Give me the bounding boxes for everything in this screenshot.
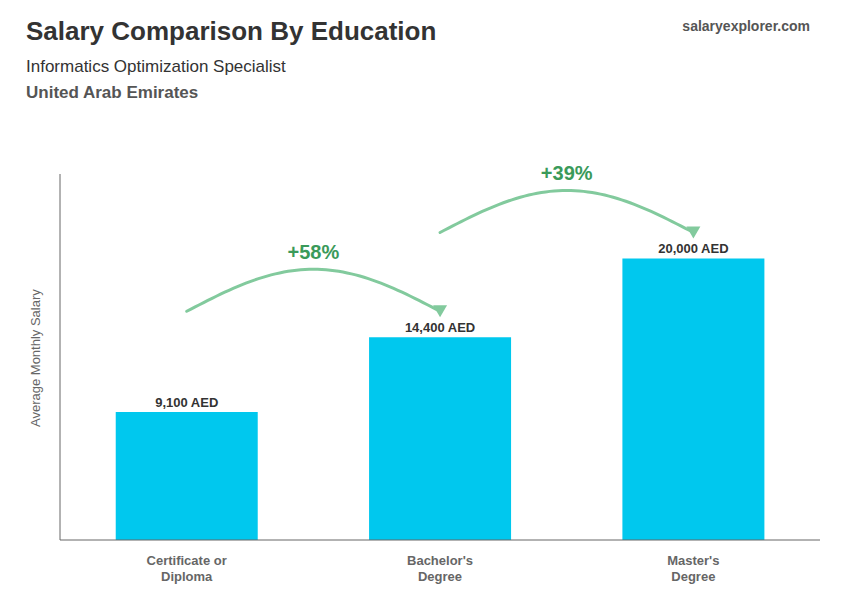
html-text:Salary Comparison By Education: Salary Comparison By Education: [26, 16, 437, 46]
svg-text:20,000 AED: 20,000 AED: [658, 241, 728, 256]
html-text:salaryexplorer.com: salaryexplorer.com: [682, 18, 810, 34]
svg-text:+58%: +58%: [288, 241, 340, 263]
svg-text:+39%: +39%: [541, 162, 593, 184]
svg-text:Certificate orDiploma: Certificate orDiploma: [147, 553, 227, 584]
html-text:Informatics Optimization Speci: Informatics Optimization Specialist: [26, 57, 286, 76]
html-text:United Arab Emirates: United Arab Emirates: [26, 83, 199, 102]
svg-text:Average Monthly Salary: Average Monthly Salary: [28, 289, 43, 427]
svg-text:9,100 AED: 9,100 AED: [155, 395, 218, 410]
svg-text:Bachelor'sDegree: Bachelor'sDegree: [407, 553, 473, 584]
svg-text:Master'sDegree: Master'sDegree: [667, 553, 719, 584]
svg-text:14,400 AED: 14,400 AED: [405, 320, 475, 335]
